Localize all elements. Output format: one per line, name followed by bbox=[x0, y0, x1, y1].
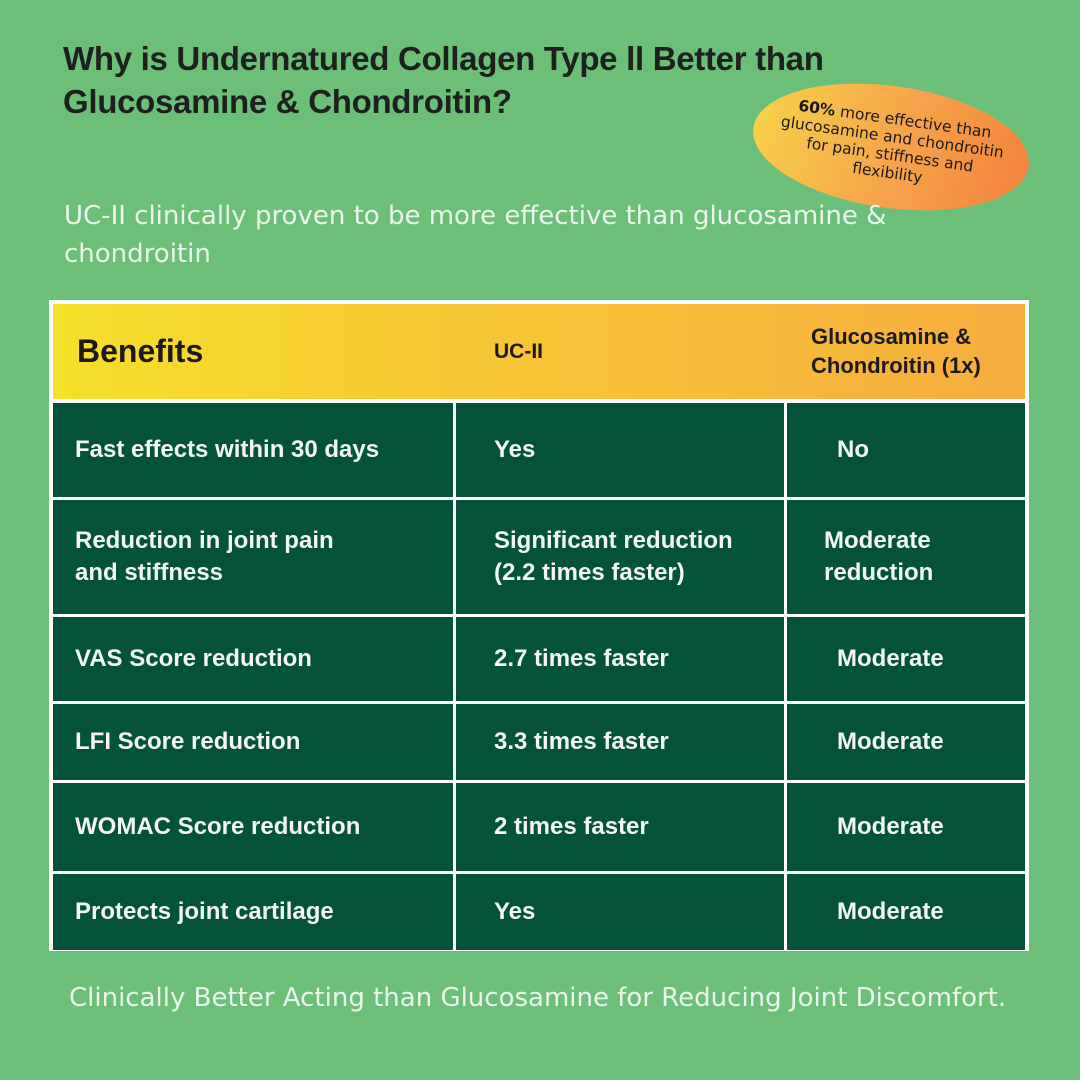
table-cell-uc-ii: 2 times faster bbox=[456, 783, 784, 871]
table-cell-glucosamine: Moderate bbox=[787, 783, 1025, 871]
table-cell-text: Significant reduction (2.2 times faster) bbox=[494, 527, 733, 586]
table-cell-text: Reduction in joint pain and stiffness bbox=[75, 527, 334, 586]
header-glucosamine-chondroitin: Glucosamine & Chondroitin (1x) bbox=[811, 323, 981, 378]
table-cell-glucosamine: Moderate bbox=[787, 704, 1025, 780]
table-cell-benefit: Reduction in joint pain and stiffness bbox=[53, 500, 453, 614]
table-cell-glucosamine: No bbox=[787, 403, 1025, 497]
table-cell-uc-ii: Significant reduction (2.2 times faster) bbox=[456, 500, 784, 614]
badge-text: 60% more effective than glucosamine and … bbox=[772, 96, 1010, 199]
table-cell-text: Moderate reduction bbox=[824, 527, 934, 586]
table-cell-uc-ii: Yes bbox=[456, 403, 784, 497]
page-title: Why is Undernatured Collagen Type ll Bet… bbox=[63, 40, 824, 120]
table-cell-uc-ii: 2.7 times faster bbox=[456, 617, 784, 701]
table-cell-benefit: WOMAC Score reduction bbox=[53, 783, 453, 871]
header-benefits: Benefits bbox=[77, 333, 204, 369]
table-cell-uc-ii: 3.3 times faster bbox=[456, 704, 784, 780]
table-cell-benefit: Fast effects within 30 days bbox=[53, 403, 453, 497]
table-cell-benefit: VAS Score reduction bbox=[53, 617, 453, 701]
table-cell-glucosamine: Moderate reduction bbox=[787, 500, 1025, 614]
table-cell-glucosamine: Moderate bbox=[787, 874, 1025, 950]
table-cell-benefit: Protects joint cartilage bbox=[53, 874, 453, 950]
table-cell-benefit: LFI Score reduction bbox=[53, 704, 453, 780]
subtitle: UC-II clinically proven to be more effec… bbox=[64, 201, 887, 269]
table-body: Fast effects within 30 days Yes No Reduc… bbox=[53, 403, 1025, 950]
table-header: Benefits UC-II Glucosamine & Chondroitin… bbox=[53, 304, 1025, 399]
table-cell-uc-ii: Yes bbox=[456, 874, 784, 950]
header-uc-ii: UC-II bbox=[494, 339, 543, 363]
comparison-table: Benefits UC-II Glucosamine & Chondroitin… bbox=[49, 300, 1029, 951]
table-cell-glucosamine: Moderate bbox=[787, 617, 1025, 701]
footer-note: Clinically Better Acting than Glucosamin… bbox=[69, 983, 1007, 1013]
